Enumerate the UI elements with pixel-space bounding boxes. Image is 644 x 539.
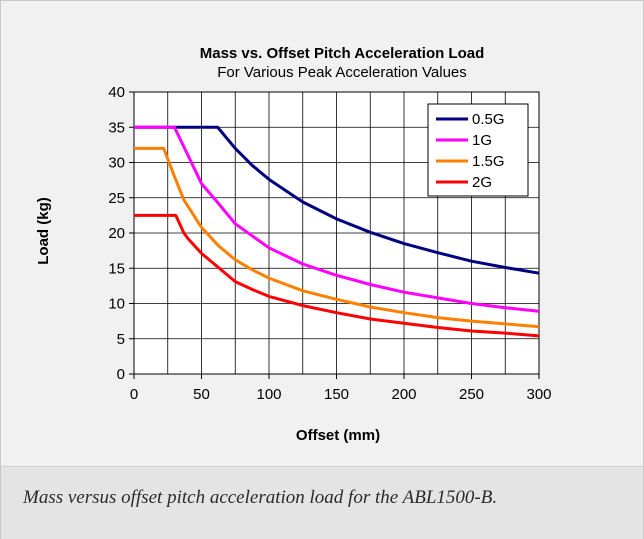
series-line-0.5G — [134, 125, 540, 275]
x-tick-label: 150 — [324, 386, 349, 403]
legend-label-2G: 2G — [472, 174, 492, 191]
x-tick-label: 50 — [193, 386, 210, 403]
legend-label-0.5G: 0.5G — [472, 111, 505, 128]
x-tick-label: 300 — [526, 386, 551, 403]
x-tick-label: 100 — [256, 386, 281, 403]
y-tick-label: 0 — [117, 366, 125, 383]
chart-subtitle: For Various Peak Acceleration Values — [217, 64, 467, 81]
y-tick-label: 35 — [108, 119, 125, 136]
x-axis-label: Offset (mm) — [296, 427, 380, 444]
y-tick-label: 20 — [108, 225, 125, 242]
legend: 0.5G 1G 1.5G 2G — [427, 103, 529, 197]
y-axis-label: Load (kg) — [35, 197, 52, 265]
series-line-1.5G — [134, 146, 540, 329]
figure-caption: Mass versus offset pitch acceleration lo… — [23, 487, 498, 508]
y-tick-label: 5 — [117, 331, 125, 348]
x-tick-label: 200 — [391, 386, 416, 403]
plot-frame: Mass vs. Offset Pitch Acceleration Load … — [12, 11, 632, 451]
y-tick-label: 30 — [108, 155, 125, 172]
y-tick-label: 40 — [108, 84, 125, 101]
y-tick-label: 15 — [108, 260, 125, 277]
series-lines — [134, 125, 540, 338]
caption-bar: Mass versus offset pitch acceleration lo… — [1, 466, 643, 539]
chart-title: Mass vs. Offset Pitch Acceleration Load — [200, 45, 485, 62]
y-tick-label: 10 — [108, 296, 125, 313]
legend-label-1.5G: 1.5G — [472, 153, 505, 170]
series-line-2G — [134, 213, 540, 338]
legend-label-1G: 1G — [472, 132, 492, 149]
x-tick-label: 250 — [459, 386, 484, 403]
series-line-1G — [134, 125, 540, 313]
axes — [129, 91, 540, 379]
tick-labels: 0 50 100 150 200 250 300 0 5 10 15 20 25 30 35 40 — [108, 84, 551, 403]
line-chart: Mass vs. Offset Pitch Acceleration Load … — [35, 45, 552, 444]
x-tick-label: 0 — [130, 386, 138, 403]
y-tick-label: 25 — [108, 190, 125, 207]
